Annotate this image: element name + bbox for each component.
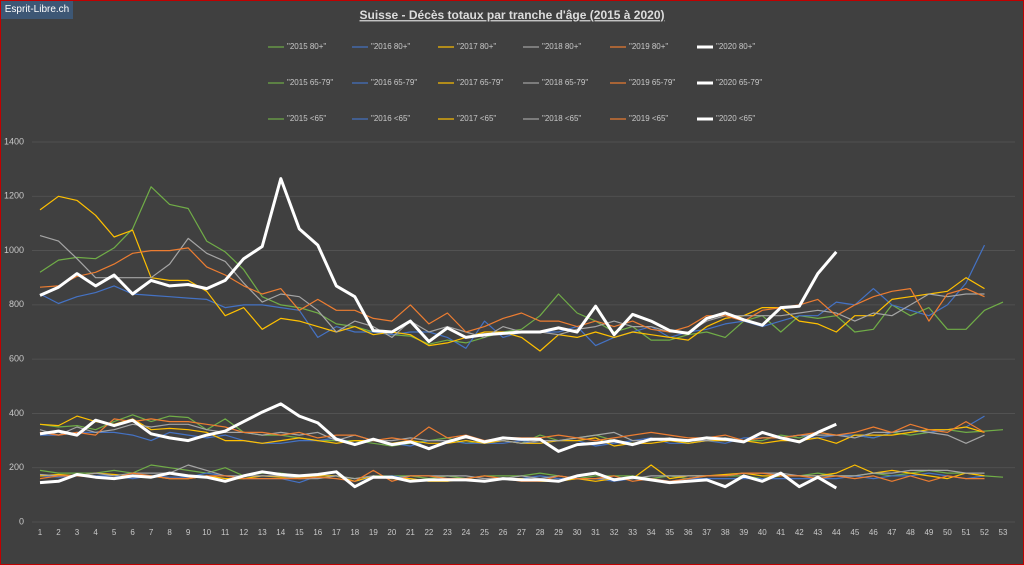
x-tick-label: 47: [887, 528, 896, 537]
x-tick-label: 41: [776, 528, 785, 537]
series-line: [39, 177, 838, 343]
x-tick-label: 33: [628, 528, 637, 537]
legend-label: "2020 80+": [716, 42, 755, 51]
x-tick-label: 46: [869, 528, 878, 537]
x-tick-label: 6: [130, 528, 135, 537]
x-tick-label: 15: [295, 528, 304, 537]
x-tick-label: 20: [387, 528, 396, 537]
x-tick-label: 29: [554, 528, 563, 537]
y-tick-label: 0: [19, 516, 24, 526]
y-tick-label: 600: [9, 354, 24, 364]
series-line: [39, 235, 985, 338]
series-line: [39, 423, 985, 444]
legend-label: "2016 <65": [371, 114, 410, 123]
legend-label: "2015 <65": [287, 114, 326, 123]
y-tick-label: 1000: [4, 245, 24, 255]
x-tick-label: 38: [721, 528, 730, 537]
series-line: [39, 470, 838, 490]
x-tick-label: 28: [536, 528, 545, 537]
y-tick-label: 1200: [4, 191, 24, 201]
x-tick-label: 49: [924, 528, 933, 537]
x-tick-label: 42: [795, 528, 804, 537]
x-tick-label: 48: [906, 528, 915, 537]
x-tick-label: 21: [406, 528, 415, 537]
x-tick-label: 27: [517, 528, 526, 537]
series-line: [39, 186, 1004, 345]
x-tick-label: 51: [962, 528, 971, 537]
x-tick-label: 34: [647, 528, 656, 537]
x-tick-label: 30: [573, 528, 582, 537]
x-tick-label: 40: [758, 528, 767, 537]
x-tick-label: 4: [93, 528, 98, 537]
series-line: [39, 247, 985, 333]
x-tick-label: 5: [112, 528, 117, 537]
chart-title: Suisse - Décès totaux par tranche d'âge …: [360, 8, 665, 22]
x-tick-label: 50: [943, 528, 952, 537]
y-tick-label: 1400: [4, 136, 24, 146]
x-tick-label: 53: [999, 528, 1008, 537]
x-tick-label: 10: [202, 528, 211, 537]
site-badge: Esprit-Libre.ch: [1, 1, 73, 19]
x-tick-label: 26: [499, 528, 508, 537]
x-tick-label: 32: [610, 528, 619, 537]
series-line: [39, 464, 985, 480]
legend-label: "2020 <65": [716, 114, 755, 123]
x-tick-label: 2: [56, 528, 61, 537]
x-tick-label: 44: [832, 528, 841, 537]
legend-label: "2015 80+": [287, 42, 326, 51]
legend-label: "2017 <65": [457, 114, 496, 123]
legend-label: "2017 65-79": [457, 78, 503, 87]
legend-label: "2016 80+": [371, 42, 410, 51]
x-tick-label: 13: [258, 528, 267, 537]
legend-label: "2019 65-79": [629, 78, 675, 87]
legend-label: "2019 <65": [629, 114, 668, 123]
legend-label: "2017 80+": [457, 42, 496, 51]
x-tick-label: 7: [149, 528, 154, 537]
x-tick-label: 11: [221, 528, 230, 537]
x-tick-label: 8: [167, 528, 172, 537]
x-tick-label: 25: [480, 528, 489, 537]
x-tick-label: 22: [424, 528, 433, 537]
x-tick-label: 3: [75, 528, 80, 537]
y-tick-label: 400: [9, 408, 24, 418]
x-tick-label: 19: [369, 528, 378, 537]
x-tick-label: 23: [443, 528, 452, 537]
legend-label: "2019 80+": [629, 42, 668, 51]
x-tick-label: 39: [739, 528, 748, 537]
legend-label: "2018 80+": [542, 42, 581, 51]
legend-label: "2015 65-79": [287, 78, 333, 87]
legend-label: "2020 65-79": [716, 78, 762, 87]
x-tick-label: 45: [850, 528, 859, 537]
x-tick-label: 24: [461, 528, 470, 537]
y-tick-label: 200: [9, 462, 24, 472]
x-tick-label: 16: [313, 528, 322, 537]
x-tick-label: 1: [38, 528, 43, 537]
legend-label: "2016 65-79": [371, 78, 417, 87]
x-tick-label: 12: [239, 528, 248, 537]
x-tick-label: 37: [702, 528, 711, 537]
series-line: [39, 402, 837, 453]
legend-label: "2018 <65": [542, 114, 581, 123]
x-tick-label: 14: [276, 528, 285, 537]
x-tick-label: 43: [813, 528, 822, 537]
x-tick-label: 35: [665, 528, 674, 537]
x-tick-label: 31: [591, 528, 600, 537]
x-tick-label: 17: [332, 528, 341, 537]
y-tick-label: 800: [9, 299, 24, 309]
x-tick-label: 18: [350, 528, 359, 537]
x-tick-label: 9: [186, 528, 191, 537]
legend-label: "2018 65-79": [542, 78, 588, 87]
x-tick-label: 36: [684, 528, 693, 537]
x-tick-label: 52: [980, 528, 989, 537]
